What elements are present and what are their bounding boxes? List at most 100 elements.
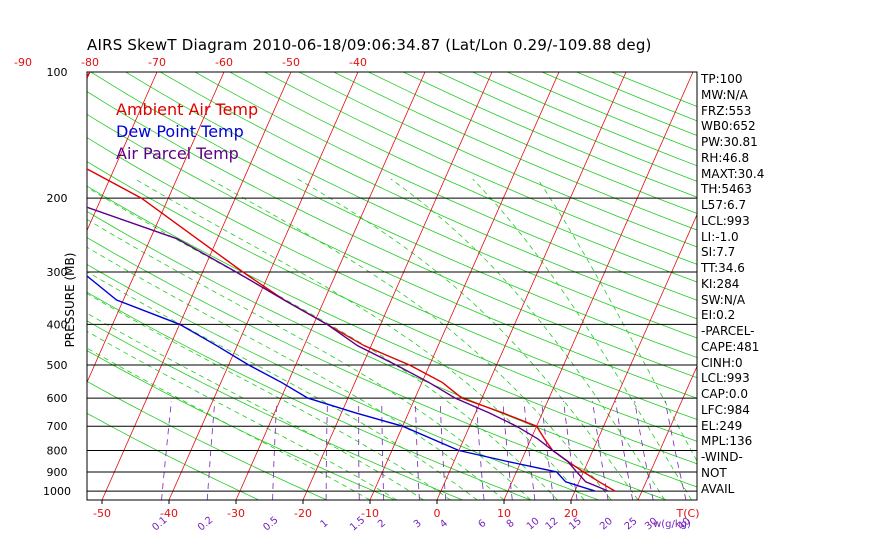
dry-adiabat	[298, 72, 697, 248]
isotherm	[772, 72, 870, 500]
index-item: TH:5463	[701, 182, 752, 197]
mixing-ratio-line	[206, 401, 216, 500]
mixing-ratio-line	[325, 401, 328, 500]
moist-adiabat	[87, 246, 505, 500]
index-item: MPL:136	[701, 434, 753, 449]
dry-adiabat	[87, 210, 697, 488]
mixing-ratio-tick-label: 10	[525, 516, 542, 533]
top-temp-tick-label: -60	[215, 56, 233, 69]
isotherm	[87, 72, 158, 232]
pressure-tick-label: 300	[47, 266, 68, 279]
index-item: MAXT:30.4	[701, 166, 765, 181]
index-item: LCL:993	[701, 213, 750, 228]
index-item: L57:6.7	[701, 198, 747, 212]
mixing-ratio-line	[592, 401, 609, 500]
bottom-temp-tick-label: -40	[160, 507, 178, 520]
dry-adiabat	[125, 72, 697, 339]
dry-adiabat	[87, 185, 697, 465]
index-item: SI:7.7	[701, 245, 736, 260]
moist-adiabat	[87, 271, 478, 500]
moist-adiabat	[297, 178, 639, 500]
mixing-ratio-line	[439, 401, 447, 500]
index-item: SW:N/A	[701, 292, 746, 307]
legend-air-parcel-temp: Air Parcel Temp	[116, 144, 239, 163]
mixing-ratio-tick-label: 0.2	[196, 515, 215, 534]
index-item: WB0:652	[701, 119, 756, 134]
mixing-ratio-tick-label: 3	[412, 518, 424, 531]
index-item: AVAIL	[701, 481, 735, 496]
moist-adiabat	[87, 293, 451, 500]
pressure-tick-label: 900	[47, 466, 68, 479]
top-temp-tick-label: -90	[14, 56, 32, 69]
isotherm	[235, 72, 426, 500]
parcel-temp-line	[87, 206, 609, 492]
index-item: PW:30.81	[701, 135, 758, 149]
y-axis-label: PRESSURE (MB)	[63, 252, 77, 348]
moist-adiabat	[472, 178, 692, 500]
mixing-ratio-tick-label: 12	[544, 516, 561, 533]
index-item: MW:N/A	[701, 87, 748, 102]
dry-adiabat	[160, 72, 697, 320]
index-item: TT:34.6	[701, 261, 745, 275]
index-item: CAPE:481	[701, 339, 760, 354]
mixing-ratio-tick-label: 0.5	[261, 515, 280, 534]
mixing-ratio-line	[563, 401, 578, 500]
index-item: LFC:984	[701, 402, 750, 417]
top-temp-tick-label: -50	[282, 56, 300, 69]
mixing-ratio-line	[615, 401, 634, 500]
bottom-temp-tick-label: 10	[497, 507, 511, 520]
mixing-ratio-tick-label: 8	[505, 518, 517, 531]
dry-adiabat	[87, 412, 260, 500]
bottom-temp-tick-label: -30	[227, 507, 245, 520]
dry-adiabat	[437, 72, 697, 182]
grid-layer	[87, 72, 870, 500]
dry-adiabat	[229, 72, 697, 283]
mixing-ratio-line	[161, 401, 172, 500]
isotherm	[369, 72, 560, 500]
dry-adiabat	[87, 380, 327, 500]
dry-adiabat	[87, 237, 667, 500]
isotherm	[637, 365, 697, 500]
pressure-tick-label: 800	[47, 445, 68, 458]
index-item: NOT	[701, 465, 727, 480]
isotherm	[101, 72, 292, 500]
top-temp-tick-label: -40	[349, 56, 367, 69]
moist-adiabat	[390, 178, 666, 500]
dry-adiabat	[194, 72, 697, 301]
moist-adiabat	[87, 218, 532, 500]
index-item: EL:249	[701, 418, 743, 433]
mixing-ratio-line	[502, 401, 513, 500]
mixing-ratio-line	[358, 401, 360, 500]
moist-adiabat	[87, 186, 558, 500]
dew-point-line	[87, 275, 596, 492]
isotherm	[436, 72, 627, 500]
index-item: FRZ:553	[701, 103, 752, 118]
isotherm	[87, 72, 225, 384]
indices-panel: TP:100 MW:N/A FRZ:553 WB0:652 PW:30.81 R…	[701, 72, 764, 497]
bottom-axis-unit: T(C)	[676, 507, 700, 520]
mixing-ratio-line	[381, 401, 385, 500]
mixing-ratio-tick-label: 6	[476, 518, 488, 531]
isotherm	[302, 72, 493, 500]
index-item: CINH:0	[701, 355, 743, 370]
bottom-temp-tick-label: -10	[361, 507, 379, 520]
bottom-temp-tick-label: -50	[93, 507, 111, 520]
pressure-tick-label: 400	[47, 318, 68, 331]
pressure-tick-label: 1000	[43, 485, 71, 498]
index-item: RH:46.8	[701, 150, 750, 165]
moist-adiabat	[134, 178, 585, 500]
index-item: TP:100	[701, 72, 743, 86]
mixing-ratio-line	[272, 401, 278, 500]
mixing-ratio-line	[415, 401, 420, 500]
mixing-ratio-line	[634, 401, 654, 500]
mixing-ratio-unit: w(g/kg)	[653, 519, 691, 530]
index-item: KI:284	[701, 276, 740, 291]
top-temp-tick-label: -70	[148, 56, 166, 69]
index-item: EI:0.2	[701, 308, 736, 323]
mixing-ratio-line	[475, 401, 485, 500]
dry-adiabat	[87, 350, 395, 500]
pressure-tick-label: 600	[47, 392, 68, 405]
mixing-ratio-tick-label: 1	[319, 518, 331, 531]
moist-adiabat	[87, 347, 371, 500]
